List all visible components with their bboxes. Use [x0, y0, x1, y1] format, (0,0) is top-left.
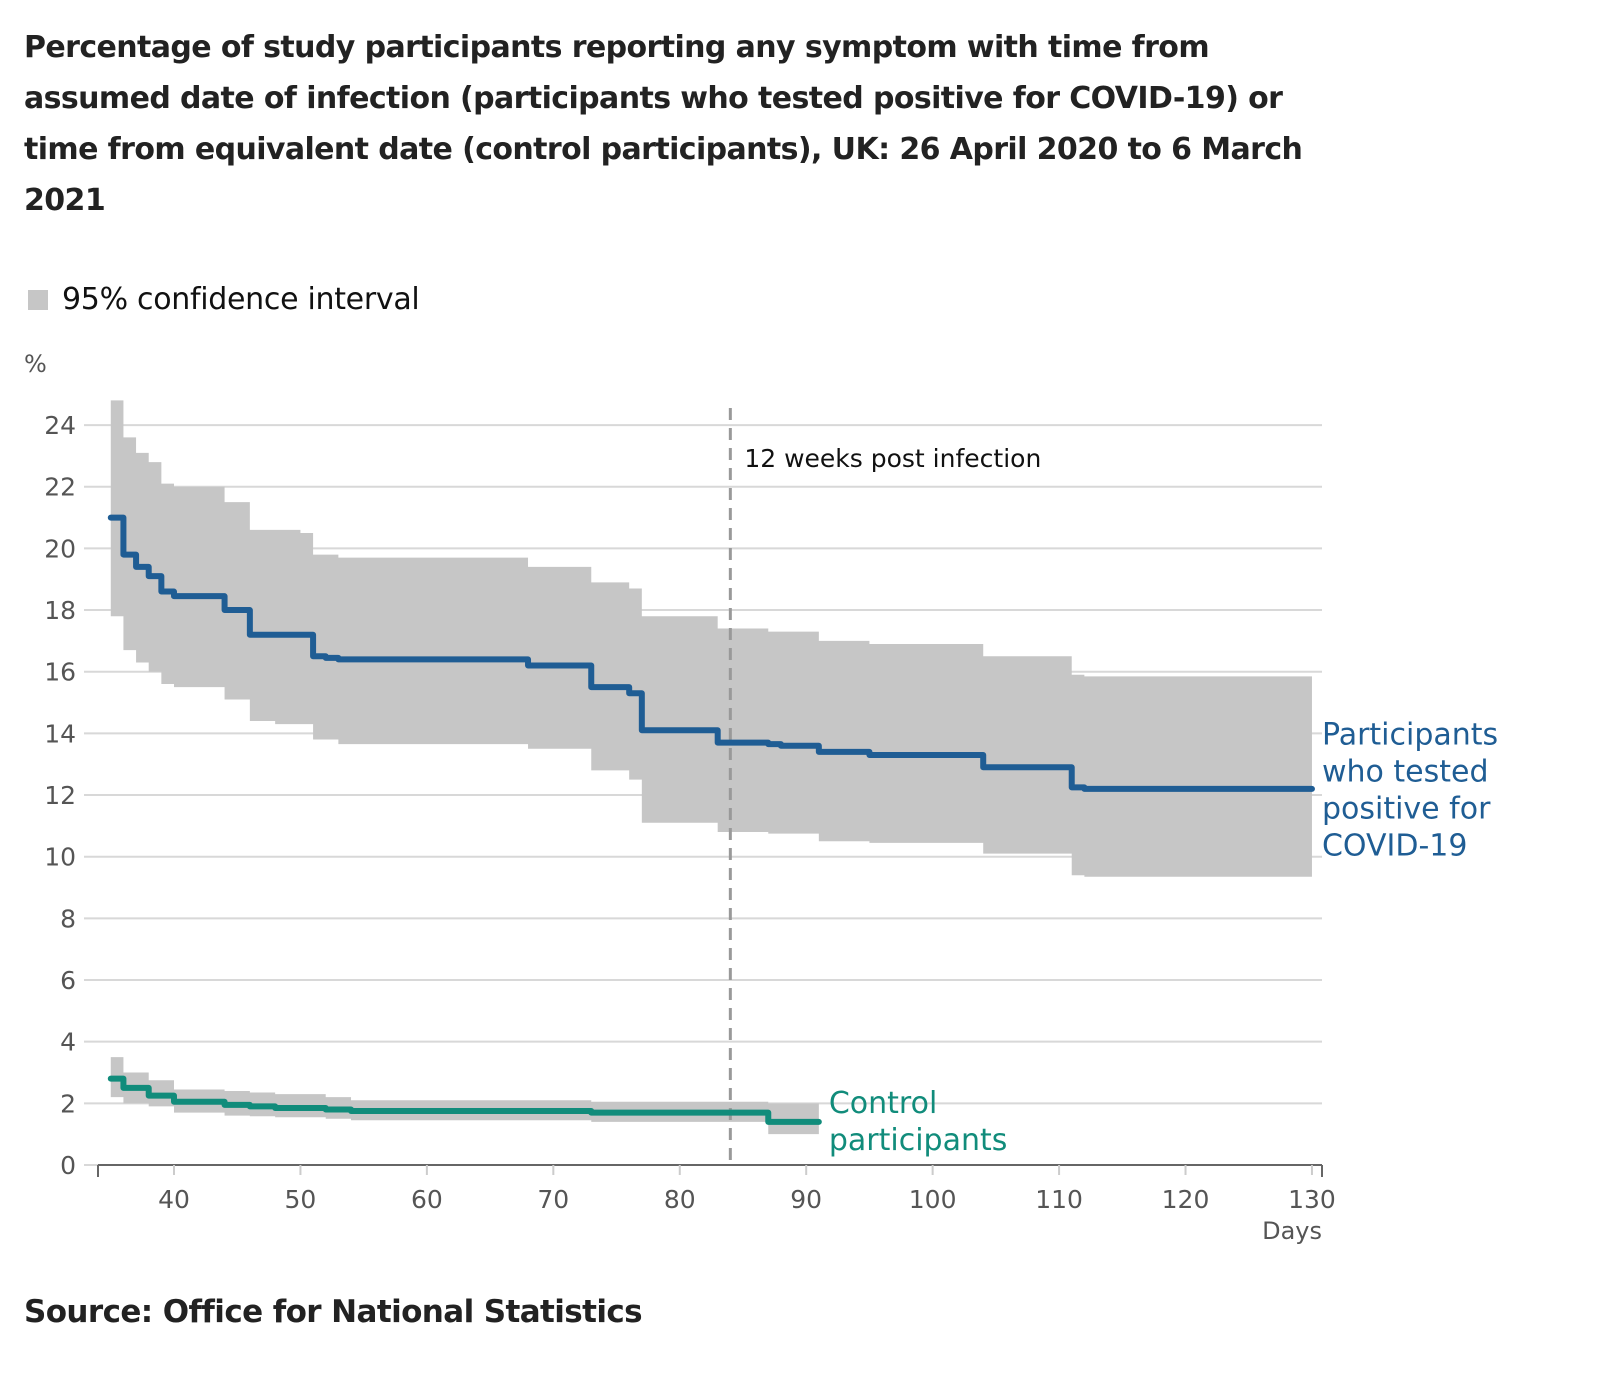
- series-label-control: Control: [829, 1086, 937, 1121]
- y-tick-label: 22: [44, 473, 76, 502]
- x-tick-label: 120: [1162, 1185, 1210, 1214]
- x-tick-label: 100: [909, 1185, 957, 1214]
- series-label-positive: who tested: [1322, 754, 1489, 789]
- y-tick-label: 8: [60, 904, 76, 933]
- chart-title: Percentage of study participants reporti…: [24, 30, 1303, 218]
- y-tick-label: 12: [44, 781, 76, 810]
- legend-swatch-ci: [28, 289, 48, 310]
- y-tick-label: 2: [60, 1089, 76, 1118]
- series-label-positive: Participants: [1322, 717, 1498, 752]
- series-lines: [107, 514, 1315, 1125]
- y-tick-label: 20: [44, 534, 76, 563]
- series-line-positive: [107, 514, 1315, 792]
- x-tick-label: 90: [790, 1185, 822, 1214]
- legend: 95% confidence interval: [28, 282, 420, 317]
- x-tick-label: 40: [158, 1185, 190, 1214]
- x-tick-label: 110: [1035, 1185, 1083, 1214]
- y-tick-label: 14: [44, 719, 76, 748]
- legend-label-ci: 95% confidence interval: [62, 282, 420, 317]
- source-note: Source: Office for National Statistics: [24, 1294, 643, 1330]
- twelve-week-annotation: 12 weeks post infection: [744, 444, 1041, 473]
- y-tick-label: 24: [44, 411, 76, 440]
- series-label-positive: COVID-19: [1322, 828, 1468, 863]
- series-line-control: [107, 1075, 822, 1125]
- confidence-bands: [110, 400, 1312, 1135]
- y-tick-label: 4: [60, 1028, 76, 1057]
- x-tick-label: 80: [664, 1185, 696, 1214]
- ci-band-control: [110, 1057, 819, 1135]
- x-tick-label: 50: [285, 1185, 317, 1214]
- y-tick-label: 16: [44, 658, 76, 687]
- x-tick-label: 130: [1288, 1185, 1336, 1214]
- x-tick-label: 70: [537, 1185, 569, 1214]
- y-tick-label: 0: [60, 1151, 76, 1180]
- annotation-layer: 12 weeks post infection: [728, 408, 1041, 1165]
- series-label-positive: positive for: [1322, 791, 1491, 826]
- y-tick-label: 10: [44, 843, 76, 872]
- ci-band-positive: [110, 400, 1312, 877]
- y-tick-label: 18: [44, 596, 76, 625]
- series-label-control: participants: [829, 1123, 1008, 1158]
- y-tick-label: 6: [60, 966, 76, 995]
- y-axis-label: %: [24, 350, 47, 378]
- x-axis-label: Days: [1262, 1217, 1322, 1245]
- x-tick-label: 60: [411, 1185, 443, 1214]
